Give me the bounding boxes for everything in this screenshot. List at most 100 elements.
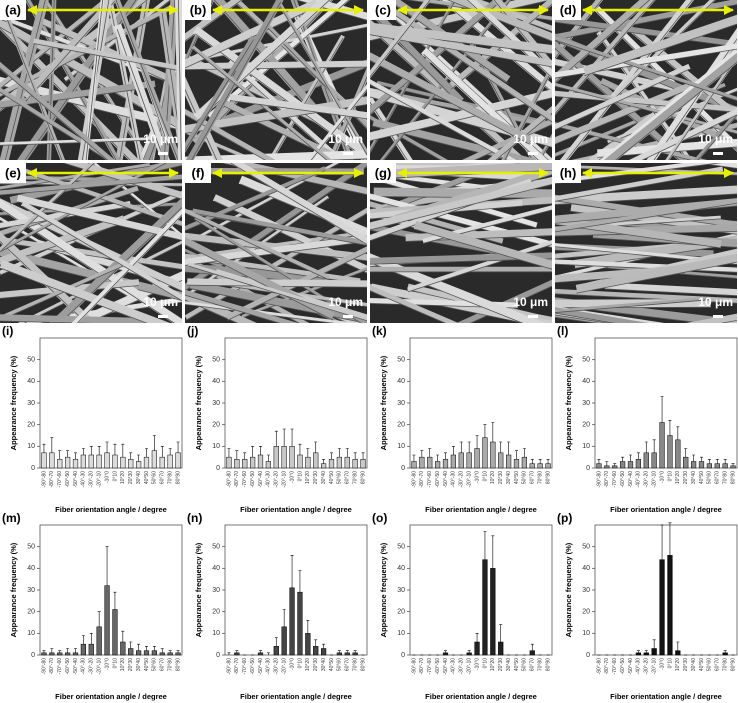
bar (612, 465, 618, 469)
fiber (370, 253, 546, 323)
plot-frame (594, 524, 738, 656)
x-tick-label: -20°-10 (651, 658, 657, 675)
x-tick-label: 70°80 (537, 658, 543, 671)
bar (80, 643, 87, 656)
x-tick-label: 60°70 (530, 471, 536, 484)
x-tick-label: 20°30 (313, 658, 319, 671)
bar (320, 648, 327, 656)
y-tick-label: 20 (212, 609, 220, 616)
x-tick-label: -90°-80 (226, 471, 232, 488)
bar (80, 454, 87, 469)
fiber (578, 262, 737, 279)
fiber (555, 0, 651, 84)
x-tick-label: 30°40 (136, 471, 142, 484)
fiber-edge (539, 138, 552, 160)
fiber-edge (597, 146, 737, 158)
x-tick-label: -10°0 (474, 471, 480, 483)
y-tick-label: 30 (397, 400, 405, 407)
fiber-edge (185, 133, 249, 160)
scale-label: 10 μm (143, 295, 178, 309)
x-tick-label: 40°50 (329, 471, 335, 484)
x-tick-label: 60°70 (530, 658, 536, 671)
panel-label: (m) (2, 511, 21, 525)
fiber-edge (208, 0, 350, 121)
fiber-edge (555, 68, 690, 131)
error-bar (42, 443, 46, 453)
bar (41, 452, 47, 469)
sem-image (0, 0, 182, 160)
bar (651, 452, 657, 469)
fiber-edge (615, 61, 737, 160)
y-tick-label: 50 (397, 357, 405, 364)
bar (529, 463, 535, 469)
x-tick-label: -50°-40 (628, 658, 634, 675)
error-bar (58, 650, 62, 653)
bar (521, 456, 528, 469)
x-tick-label: -60°-50 (620, 658, 626, 675)
bar (257, 652, 264, 656)
error-bar (129, 452, 133, 460)
error-bar (692, 454, 696, 462)
y-axis-label: Appearance frequency (%) (379, 542, 388, 637)
fiber-edge (227, 251, 367, 321)
bar (651, 648, 657, 656)
fiber (185, 291, 257, 323)
x-tick-label: -40°-30 (636, 471, 642, 488)
fiber-edge (108, 0, 141, 160)
bar (305, 456, 311, 469)
fiber (555, 288, 737, 304)
error-bar (337, 448, 341, 458)
bar (442, 459, 449, 469)
x-tick-label: 20°30 (313, 471, 319, 484)
fiber-edge (584, 23, 737, 77)
error-bar (290, 428, 294, 447)
bar (88, 454, 94, 469)
error-bar (353, 650, 357, 653)
fiber-edge (370, 118, 442, 160)
fiber (370, 200, 523, 219)
fiber (16, 194, 182, 241)
fiber (185, 35, 256, 153)
x-tick-label: -20°-10 (466, 471, 472, 488)
error-bar (266, 454, 270, 462)
bar (57, 652, 63, 656)
x-tick-label: -90°-80 (41, 658, 47, 675)
x-tick-label: 30°40 (506, 471, 512, 484)
bar (722, 652, 728, 656)
error-bar (81, 448, 85, 455)
fiber-edge (370, 97, 552, 142)
fiber (408, 0, 552, 21)
error-bar (621, 456, 625, 462)
error-bar (227, 652, 231, 655)
fiber-edge (593, 237, 737, 248)
error-bar (129, 641, 133, 649)
y-tick-label: 40 (582, 565, 590, 572)
bar (643, 652, 649, 656)
fiber-edge (0, 178, 182, 196)
fiber-edge (177, 0, 182, 160)
x-tick-label: 10°20 (675, 658, 681, 671)
error-bar (613, 463, 617, 466)
bar (257, 454, 264, 469)
y-tick-label: 0 (586, 465, 590, 472)
bar (411, 461, 417, 469)
fiber-edge (555, 39, 737, 102)
error-bar (491, 422, 495, 442)
bar (434, 461, 441, 469)
x-tick-label: -20°-10 (466, 658, 472, 675)
fiber (370, 52, 532, 144)
x-tick-label: -50°-40 (73, 658, 79, 675)
bar (167, 652, 173, 656)
fiber-edge (555, 0, 651, 83)
fiber-edge (373, 196, 552, 199)
x-axis-label: Fiber orientation angle / degree (425, 692, 537, 701)
bar (96, 454, 102, 469)
fiber (555, 0, 656, 116)
x-tick-label: 40°50 (699, 658, 705, 671)
x-tick-label: -40°-30 (451, 658, 457, 675)
fiber-edge (22, 205, 182, 302)
scale-label: 10 μm (698, 132, 733, 146)
x-axis-label: Fiber orientation angle / degree (240, 692, 352, 701)
fiber (555, 199, 737, 232)
x-tick-label: 30°40 (691, 658, 697, 671)
